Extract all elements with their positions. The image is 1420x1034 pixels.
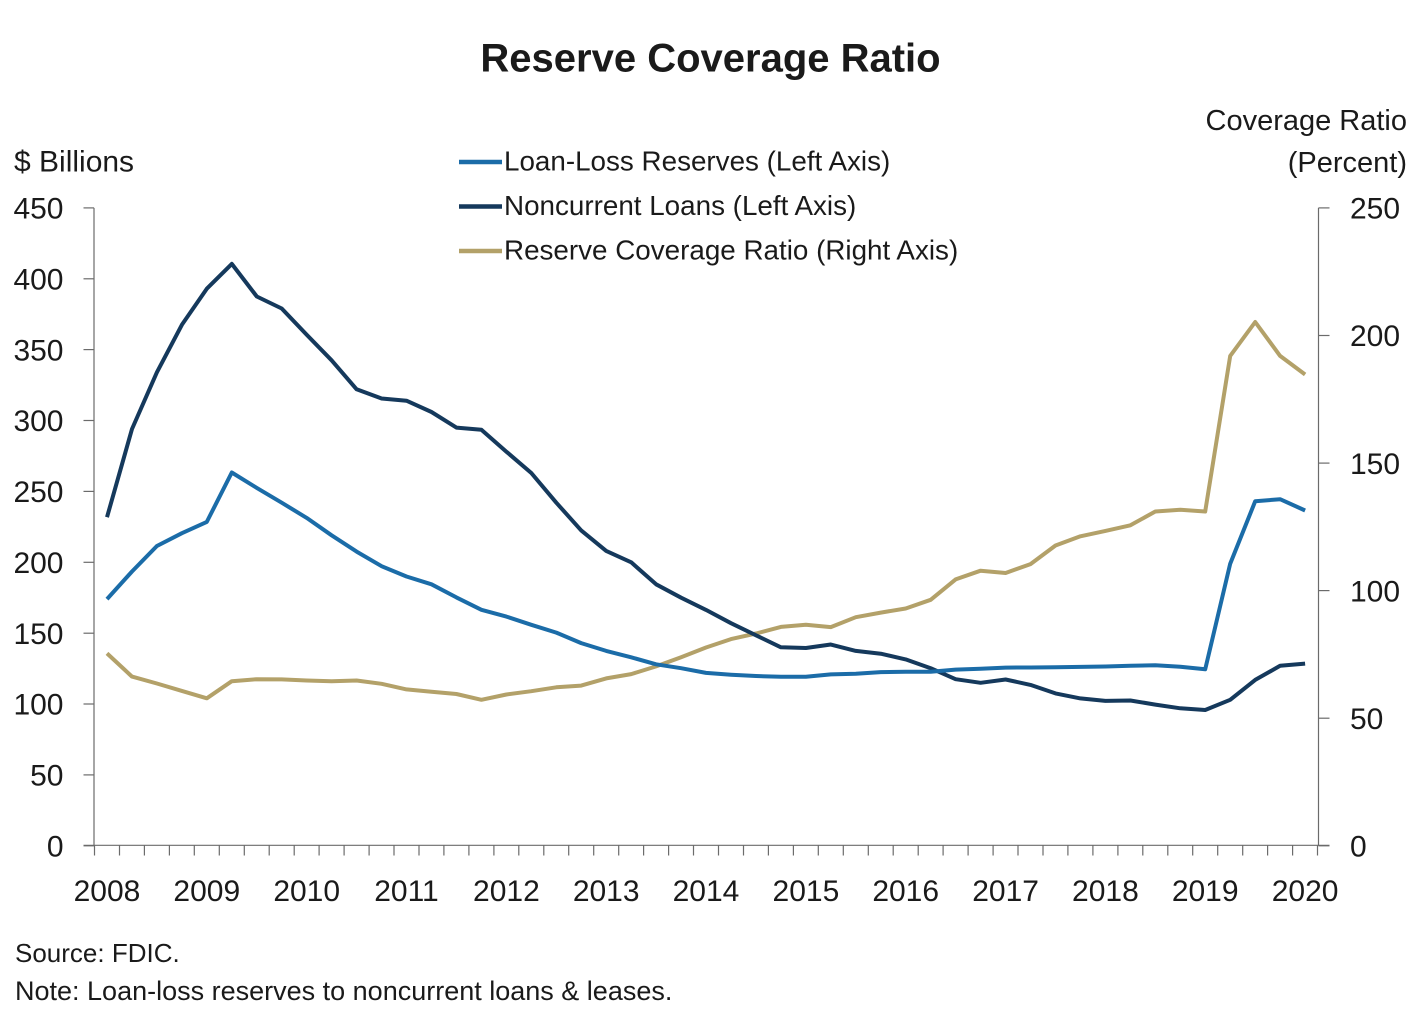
svg-text:(Percent): (Percent)	[1288, 147, 1407, 179]
svg-text:150: 150	[13, 618, 63, 651]
svg-text:2020: 2020	[1272, 875, 1339, 908]
svg-text:Note: Loan-loss reserves to no: Note: Loan-loss reserves to noncurrent l…	[15, 976, 672, 1006]
svg-text:300: 300	[13, 405, 63, 438]
svg-text:150: 150	[1350, 448, 1400, 481]
svg-text:Coverage Ratio: Coverage Ratio	[1206, 105, 1408, 137]
svg-text:2014: 2014	[673, 875, 740, 908]
svg-text:Loan-Loss Reserves (Left Axis): Loan-Loss Reserves (Left Axis)	[504, 146, 890, 177]
svg-text:Noncurrent Loans (Left Axis): Noncurrent Loans (Left Axis)	[504, 190, 856, 221]
svg-text:0: 0	[47, 831, 64, 864]
svg-text:450: 450	[13, 193, 63, 226]
svg-text:2018: 2018	[1072, 875, 1139, 908]
svg-text:2010: 2010	[273, 875, 340, 908]
svg-text:50: 50	[30, 760, 63, 793]
svg-text:2015: 2015	[773, 875, 840, 908]
svg-text:100: 100	[13, 689, 63, 722]
svg-text:250: 250	[1350, 193, 1400, 226]
svg-text:2009: 2009	[173, 875, 240, 908]
svg-text:0: 0	[1350, 831, 1367, 864]
svg-text:200: 200	[1350, 320, 1400, 353]
svg-text:350: 350	[13, 334, 63, 367]
svg-text:2016: 2016	[872, 875, 939, 908]
svg-text:100: 100	[1350, 575, 1400, 608]
svg-text:50: 50	[1350, 703, 1383, 736]
svg-text:2013: 2013	[573, 875, 640, 908]
svg-text:2019: 2019	[1172, 875, 1239, 908]
svg-text:250: 250	[13, 476, 63, 509]
svg-text:$ Billions: $ Billions	[14, 146, 134, 179]
svg-text:2012: 2012	[473, 875, 540, 908]
svg-text:2017: 2017	[972, 875, 1039, 908]
svg-text:Reserve Coverage Ratio (Right: Reserve Coverage Ratio (Right Axis)	[504, 235, 958, 266]
svg-text:Reserve Coverage Ratio: Reserve Coverage Ratio	[480, 37, 940, 81]
svg-text:2008: 2008	[74, 875, 141, 908]
svg-text:2011: 2011	[374, 875, 439, 908]
svg-text:200: 200	[13, 547, 63, 580]
svg-text:Source: FDIC.: Source: FDIC.	[15, 938, 180, 968]
svg-text:400: 400	[13, 264, 63, 297]
